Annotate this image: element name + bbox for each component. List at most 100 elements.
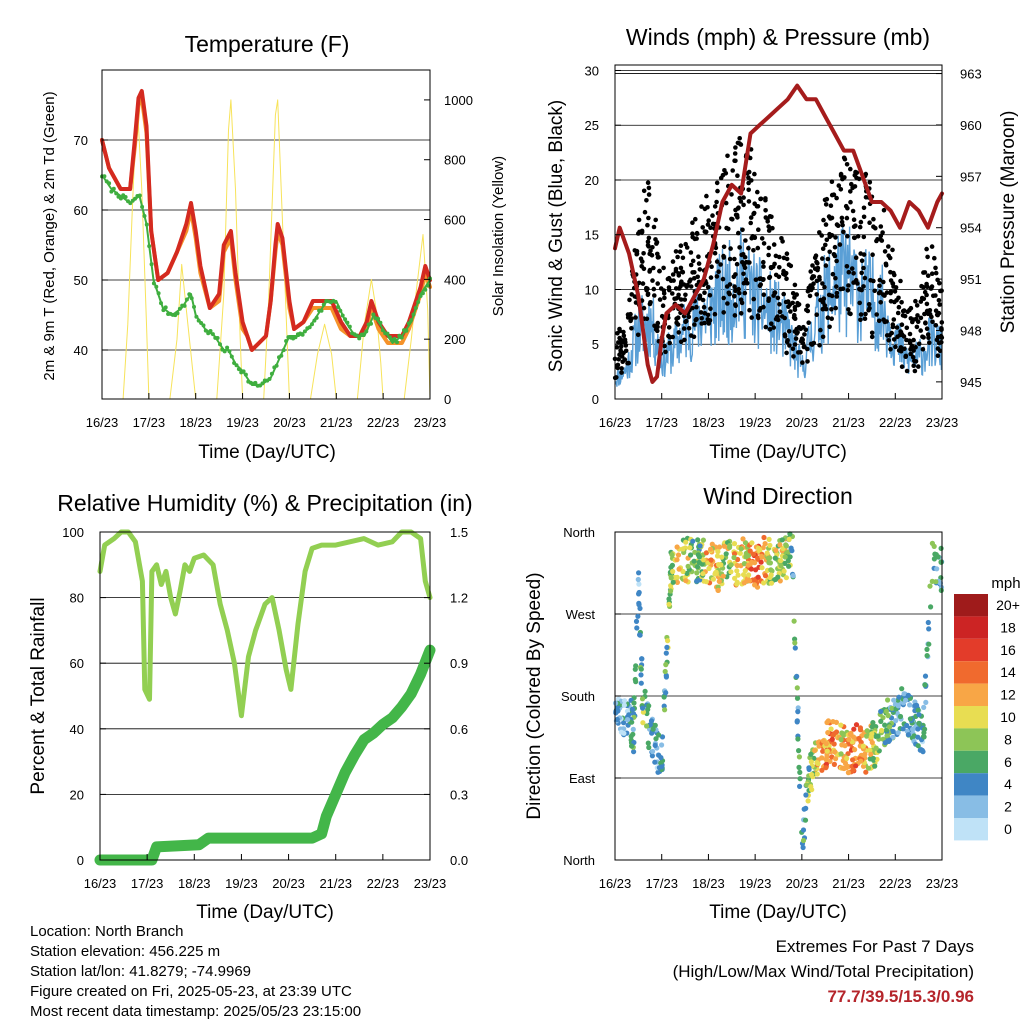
gust-point (777, 302, 782, 307)
dewpoint-point (192, 304, 196, 309)
gust-point (818, 297, 823, 303)
gust-point (845, 288, 851, 293)
legend-label: 0 (1004, 821, 1012, 837)
wind-direction-point (636, 602, 642, 608)
gust-point (653, 327, 659, 332)
x-tick-label: 18/23 (692, 415, 725, 430)
wind-direction-point (731, 551, 738, 557)
gust-point (633, 315, 638, 320)
gust-point (639, 230, 645, 235)
gust-point (881, 279, 886, 285)
gust-point (908, 305, 914, 311)
dewpoint-point (184, 297, 189, 302)
gust-point (834, 290, 840, 296)
wind-direction-point (696, 554, 703, 560)
gust-point (853, 255, 859, 260)
wind-direction-point (824, 748, 830, 754)
extremes-subtitle: (High/Low/Max Wind/Total Precipitation) (672, 962, 974, 981)
gust-point (703, 229, 709, 235)
dewpoint-point (109, 189, 114, 194)
wind-direction-point (795, 736, 801, 742)
wind-direction-point (636, 581, 642, 587)
wind-direction-point (823, 756, 829, 763)
legend-swatch (954, 616, 988, 639)
wind-direction-point (640, 709, 647, 715)
wind-direction-point (794, 718, 800, 724)
wind-direction-point (792, 640, 798, 646)
wind-direction-point (765, 555, 771, 561)
gust-point (916, 364, 921, 369)
gust-point (734, 261, 740, 267)
wind-direction-point (804, 782, 810, 788)
gust-point (766, 252, 771, 258)
x-tick-label: 22/23 (367, 876, 400, 891)
gust-point (747, 155, 753, 161)
wind-direction-point (646, 744, 652, 751)
gust-point (667, 340, 672, 346)
gust-point (758, 282, 763, 287)
wind-direction-point (700, 557, 706, 563)
gust-point (834, 258, 839, 264)
gust-point (849, 181, 854, 187)
x-tick-label: 16/23 (86, 415, 119, 430)
gust-point (736, 230, 741, 236)
gust-point (619, 370, 624, 375)
wind-direction-point (761, 580, 767, 586)
x-tick-label: 22/23 (879, 876, 912, 891)
gust-point (623, 348, 629, 354)
dewpoint-point (175, 311, 180, 316)
gust-point (921, 335, 926, 340)
wind-direction-point (655, 769, 661, 775)
gust-point (844, 215, 850, 221)
gust-point (721, 310, 726, 315)
gust-point (892, 272, 897, 278)
dewpoint-point (182, 303, 187, 308)
dewpoint-point (236, 367, 241, 372)
dewpoint-point (137, 193, 142, 198)
wind-direction-point (749, 540, 755, 546)
wind-direction-point (905, 692, 912, 698)
wind-direction-point (742, 540, 749, 546)
wind-direction-point (644, 723, 650, 729)
legend-label: 12 (1000, 687, 1016, 703)
gust-point (683, 241, 688, 247)
gust-point (837, 242, 843, 247)
gust-point (824, 237, 830, 243)
gust-point (652, 293, 657, 298)
wind-direction-point (670, 568, 676, 575)
gust-point (694, 304, 699, 310)
wind-direction-point (652, 759, 658, 765)
gust-point (733, 145, 738, 150)
wind-direction-point (723, 551, 729, 557)
gust-point (800, 360, 805, 365)
gust-point (720, 276, 726, 282)
wind-direction-point (791, 618, 797, 624)
gust-point (782, 332, 788, 337)
wind-direction-point (663, 650, 669, 656)
gust-point (913, 359, 919, 364)
wind-direction-point (652, 742, 658, 749)
gust-point (644, 198, 649, 203)
winds-marks (612, 83, 945, 387)
wind-direction-point (820, 738, 827, 744)
gust-point (877, 289, 883, 295)
wind-direction-point (825, 730, 831, 736)
wind-direction-point (759, 553, 765, 560)
gust-point (647, 269, 652, 274)
wind-direction-point (808, 784, 814, 790)
dewpoint-point (149, 262, 154, 267)
dewpoint-point (364, 329, 369, 334)
wind-direction-point (938, 559, 944, 565)
wind-direction-point (873, 745, 879, 751)
gust-point (935, 353, 941, 359)
wind-direction-point (829, 736, 835, 743)
x-tick-label: 19/23 (739, 876, 772, 891)
gust-point (933, 270, 939, 276)
wind-direction-point (615, 704, 621, 710)
gust-point (777, 309, 783, 315)
wind-direction-point (872, 763, 878, 769)
gust-point (737, 245, 742, 250)
wind-direction-point (819, 755, 825, 761)
gust-point (826, 292, 832, 298)
y2-tick-label: 0.3 (450, 787, 468, 802)
